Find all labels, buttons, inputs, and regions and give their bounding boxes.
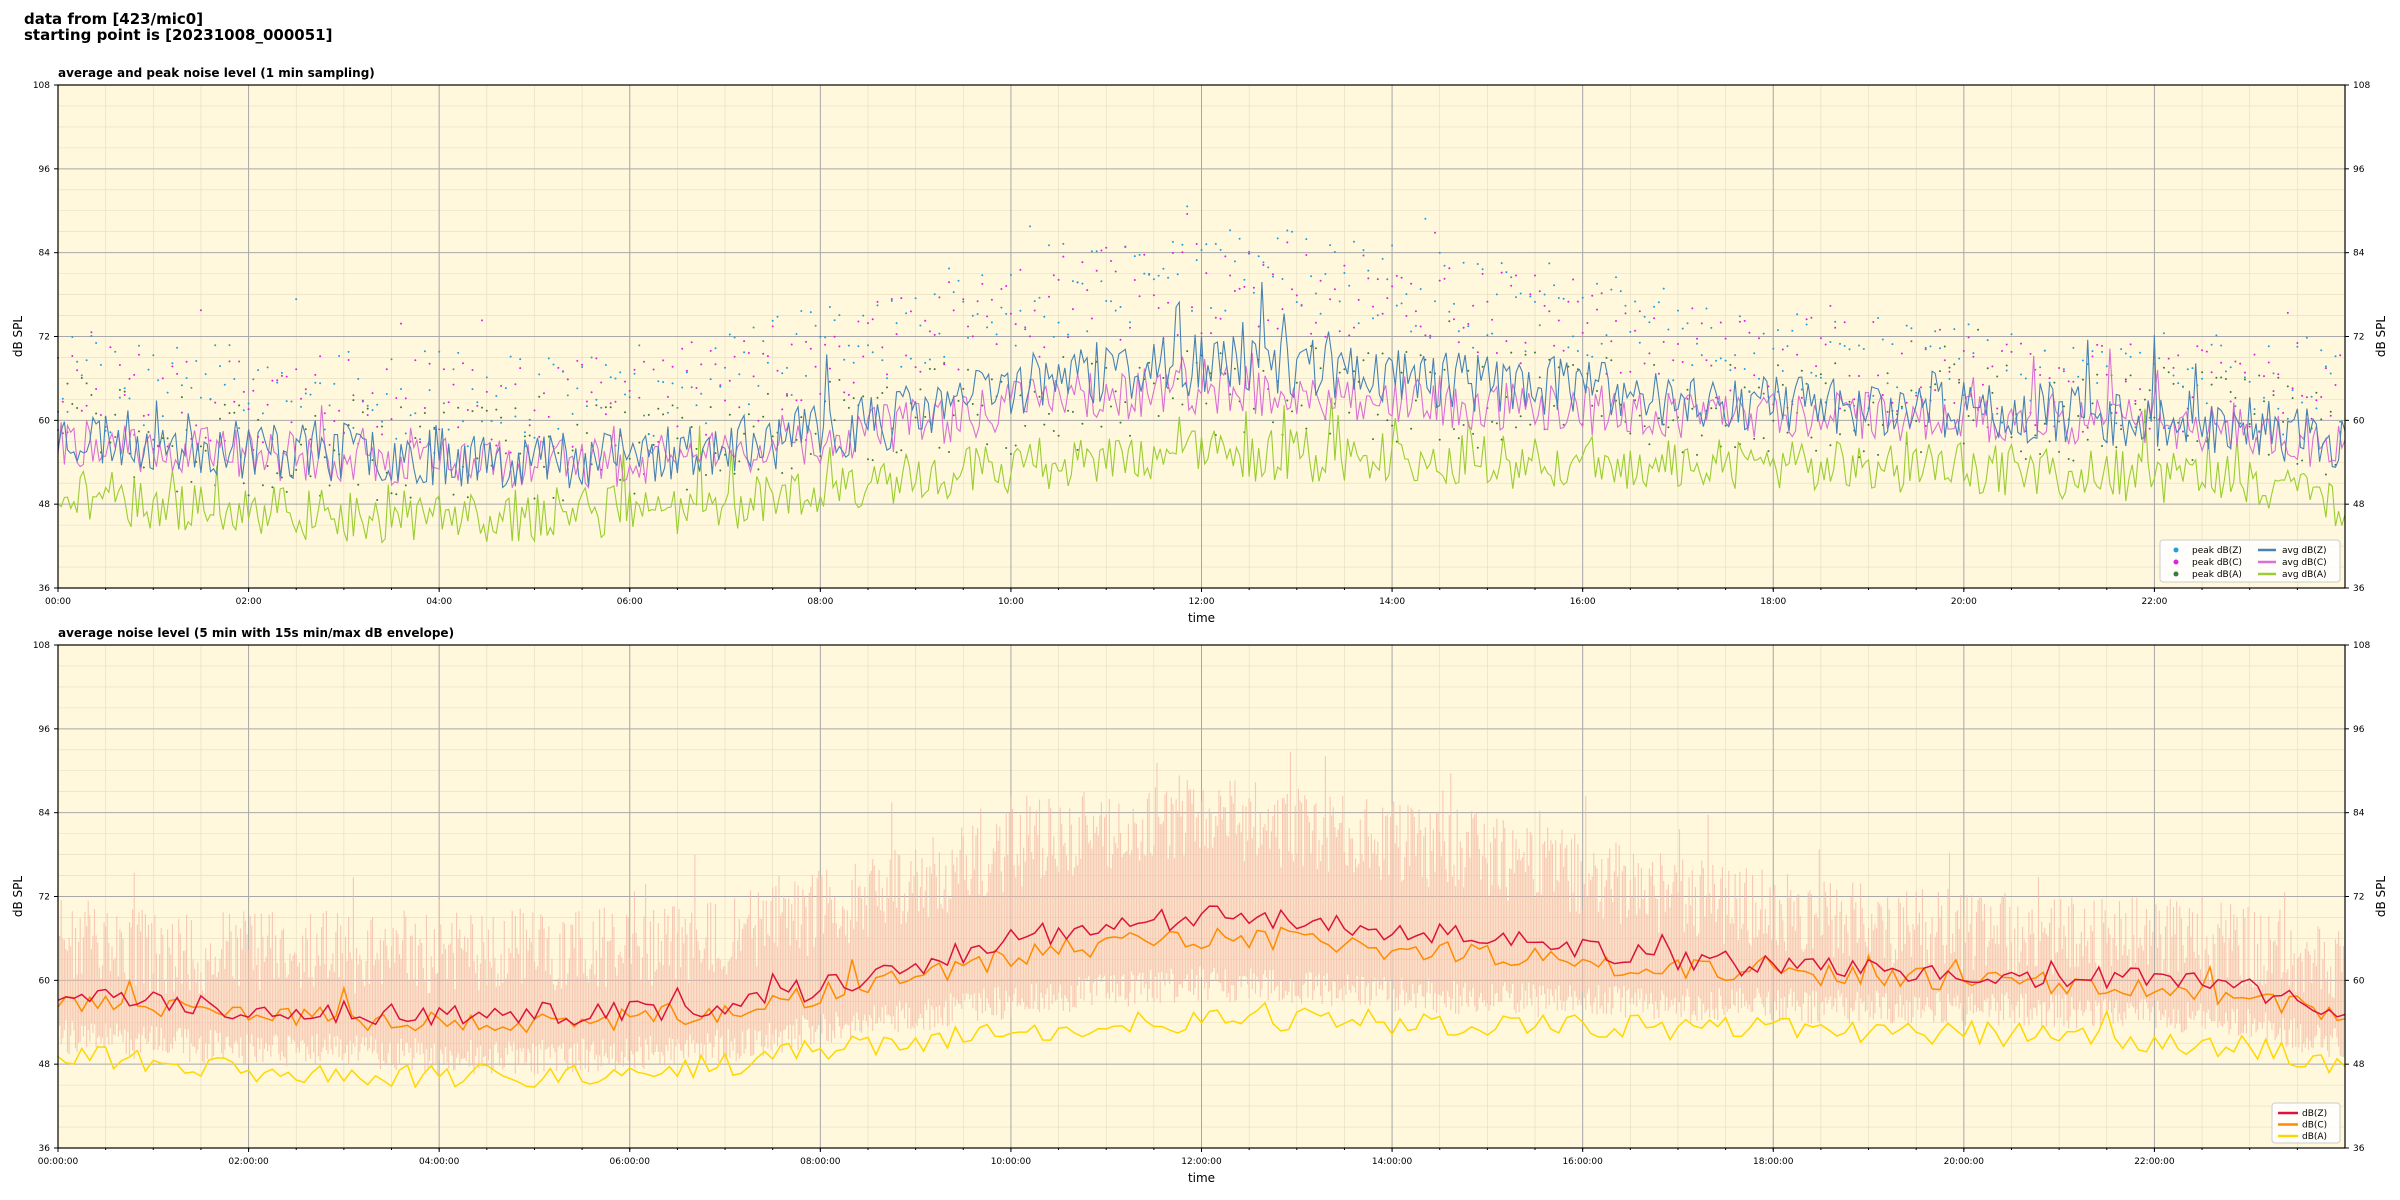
xtick-1-8: 16:00 xyxy=(1570,597,1596,607)
legend-1: peak dB(Z) peak dB(C) peak dB(A) avg dB(Z) a… xyxy=(2159,539,2341,583)
xtick-1-0: 00:00 xyxy=(45,597,71,607)
chart-title-1: average and peak noise level (1 min samp… xyxy=(58,66,375,80)
ytick-right-2-2: 60 xyxy=(2353,976,2365,986)
xtick-1-9: 18:00 xyxy=(1760,597,1786,607)
ytick-left-2-3: 72 xyxy=(39,893,50,903)
line-avgdbz xyxy=(57,281,2346,489)
ytick-right-2-5: 96 xyxy=(2353,725,2365,735)
ytick-left-1-6: 108 xyxy=(33,81,50,91)
scatter-peakdba xyxy=(57,320,2342,502)
ytick-left-2-5: 96 xyxy=(39,725,51,735)
line-dba xyxy=(57,1001,2346,1089)
xtick-2-9: 18:00:00 xyxy=(1753,1157,1794,1167)
ytick-right-1-2: 60 xyxy=(2353,416,2365,426)
xtick-2-10: 20:00:00 xyxy=(1944,1157,1985,1167)
ytick-right-1-1: 48 xyxy=(2353,500,2365,510)
xtick-2-11: 22:00:00 xyxy=(2134,1157,2175,1167)
scatter-peakdbz xyxy=(57,205,2342,448)
ytick-left-1-2: 60 xyxy=(39,416,51,426)
x-axis-label-2: time xyxy=(1188,1171,1215,1185)
ytick-right-1-6: 108 xyxy=(2353,81,2370,91)
line-avgdba xyxy=(57,397,2346,544)
ytick-left-1-4: 84 xyxy=(39,249,51,259)
ytick-left-1-5: 96 xyxy=(39,165,51,175)
ytick-right-1-0: 36 xyxy=(2353,584,2365,594)
legend-1-item-3: avg dB(Z) xyxy=(2282,546,2327,556)
legend-2-item-1: dB(C) xyxy=(2302,1121,2327,1131)
envelope-band xyxy=(57,751,2346,1075)
line-avgdbc xyxy=(57,348,2346,489)
legend-1-item-5: avg dB(A) xyxy=(2282,570,2326,580)
ytick-right-2-6: 108 xyxy=(2353,641,2370,651)
xtick-1-10: 20:00 xyxy=(1951,597,1977,607)
xtick-1-6: 12:00 xyxy=(1189,597,1215,607)
y-axis-label-left-1: dB SPL xyxy=(11,316,25,358)
xtick-2-1: 02:00:00 xyxy=(228,1157,269,1167)
xtick-2-3: 06:00:00 xyxy=(610,1157,651,1167)
ytick-right-2-0: 36 xyxy=(2353,1144,2365,1154)
xtick-1-2: 04:00 xyxy=(426,597,452,607)
chart-title-2: average noise level (5 min with 15s min/… xyxy=(58,626,454,640)
legend-1-item-0: peak dB(Z) xyxy=(2192,546,2242,556)
header-source: data from [423/mic0] xyxy=(24,10,204,28)
ytick-left-2-4: 84 xyxy=(39,809,51,819)
legend-1-item-4: avg dB(C) xyxy=(2282,558,2327,568)
y-axis-label-right-2: dB SPL xyxy=(2374,876,2388,918)
ytick-left-2-2: 60 xyxy=(39,976,51,986)
line-dbz xyxy=(57,905,2346,1027)
legend-2-item-0: dB(Z) xyxy=(2302,1109,2327,1119)
legend-2: dB(Z) dB(C)dB(A) xyxy=(2271,1102,2341,1144)
xtick-2-5: 10:00:00 xyxy=(991,1157,1032,1167)
ytick-right-1-5: 96 xyxy=(2353,165,2365,175)
ytick-left-1-1: 48 xyxy=(39,500,51,510)
ytick-left-1-3: 72 xyxy=(39,333,50,343)
xtick-2-8: 16:00:00 xyxy=(1562,1157,1603,1167)
ytick-left-1-0: 36 xyxy=(39,584,51,594)
xtick-2-4: 08:00:00 xyxy=(800,1157,841,1167)
legend-2-item-2: dB(A) xyxy=(2302,1132,2327,1142)
ytick-right-2-1: 48 xyxy=(2353,1060,2365,1070)
xtick-2-0: 00:00:00 xyxy=(38,1157,79,1167)
xtick-1-5: 10:00 xyxy=(998,597,1024,607)
ytick-right-2-4: 84 xyxy=(2353,809,2365,819)
legend-1-item-2: peak dB(A) xyxy=(2192,570,2242,580)
ytick-right-1-3: 72 xyxy=(2353,333,2364,343)
header-starting-point: starting point is [20231008_000051] xyxy=(24,26,333,44)
chart-average-peak: 36 36 48 48 60 60 72 72 84 84 96 96 108 108 00:00 02:00… xyxy=(11,66,2388,625)
ytick-left-2-0: 36 xyxy=(39,1144,51,1154)
y-axis-label-right-1: dB SPL xyxy=(2374,316,2388,358)
ytick-left-2-6: 108 xyxy=(33,641,50,651)
xtick-2-6: 12:00:00 xyxy=(1181,1157,1222,1167)
x-axis-label-1: time xyxy=(1188,611,1215,625)
xtick-1-4: 08:00 xyxy=(807,597,833,607)
y-axis-label-left-2: dB SPL xyxy=(11,876,25,918)
scatter-peakdbc xyxy=(57,213,2342,455)
ytick-left-2-1: 48 xyxy=(39,1060,51,1070)
legend-1-item-1: peak dB(C) xyxy=(2192,558,2242,568)
xtick-2-7: 14:00:00 xyxy=(1372,1157,1413,1167)
ytick-right-2-3: 72 xyxy=(2353,893,2364,903)
xtick-1-7: 14:00 xyxy=(1379,597,1405,607)
ytick-right-1-4: 84 xyxy=(2353,249,2365,259)
xtick-2-2: 04:00:00 xyxy=(419,1157,460,1167)
xtick-1-11: 22:00 xyxy=(2141,597,2167,607)
xtick-1-3: 06:00 xyxy=(617,597,643,607)
xtick-1-1: 02:00 xyxy=(236,597,262,607)
chart-average-envelope: 36 36 48 48 60 60 72 72 84 84 96 96 108 108 00:00:00 02… xyxy=(11,626,2388,1185)
